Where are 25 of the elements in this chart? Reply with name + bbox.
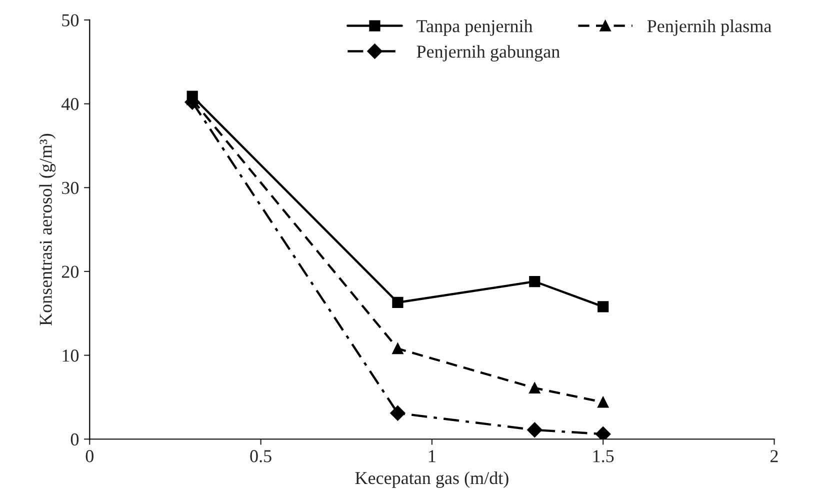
- x-tick-label: 0.5: [250, 450, 272, 462]
- x-tick-label: 0: [86, 450, 94, 462]
- y-tick-label: 50: [62, 14, 79, 26]
- point: [529, 382, 540, 394]
- point: [390, 406, 406, 421]
- point: [392, 343, 404, 354]
- x-tick-label: 2: [770, 450, 778, 462]
- y-tick-label: 40: [62, 98, 79, 110]
- y-tick-label: 30: [62, 182, 79, 194]
- y-axis-title: Konsentrasi aerosol (g/m³): [39, 134, 56, 326]
- point: [598, 396, 609, 408]
- y-tick-label: 0: [70, 433, 79, 446]
- x-axis-title: Kecepatan gas (m/dt): [355, 471, 508, 488]
- x-tick-label: 1: [429, 450, 436, 462]
- y-tick-label: 20: [62, 266, 79, 278]
- x-tick-label: 1.5: [593, 450, 614, 462]
- legend-label: Penjernih plasma: [647, 20, 772, 36]
- point: [392, 296, 404, 308]
- y-tick-label: 10: [62, 350, 79, 362]
- point: [598, 301, 609, 312]
- point: [596, 426, 611, 440]
- point: [527, 422, 542, 438]
- legend-label: Penjernih gabungan: [416, 45, 560, 62]
- point: [529, 276, 540, 288]
- legend-label: Tanpa penjernih: [416, 20, 533, 36]
